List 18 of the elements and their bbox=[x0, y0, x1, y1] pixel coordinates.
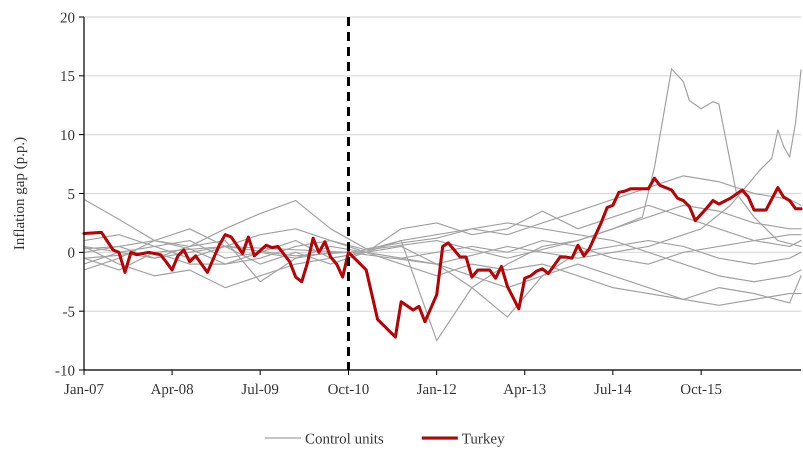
x-tick-label: Apr-13 bbox=[503, 382, 546, 398]
x-tick-label: Jan-07 bbox=[64, 382, 104, 398]
y-tick-label: 15 bbox=[60, 69, 75, 86]
y-tick-label: -5 bbox=[62, 304, 75, 320]
y-tick-label: 0 bbox=[68, 246, 75, 262]
x-tick-label: Oct-15 bbox=[680, 382, 722, 398]
x-tick-label: Jul-14 bbox=[594, 382, 632, 398]
x-tick-label: Apr-08 bbox=[150, 382, 194, 398]
y-tick-label: 10 bbox=[60, 128, 75, 144]
x-tick-label: Jul-09 bbox=[241, 382, 279, 398]
legend-label: Control units bbox=[305, 431, 384, 448]
x-tick-label: Oct-10 bbox=[328, 382, 370, 398]
y-tick-label: 5 bbox=[68, 186, 75, 203]
x-tick-label: Jan-12 bbox=[416, 382, 457, 398]
y-tick-label: -10 bbox=[55, 363, 75, 380]
y-tick-label: 20 bbox=[60, 10, 75, 26]
legend-label: Turkey bbox=[462, 431, 506, 448]
y-axis-title: Inflation gap (p.p.) bbox=[12, 136, 28, 250]
